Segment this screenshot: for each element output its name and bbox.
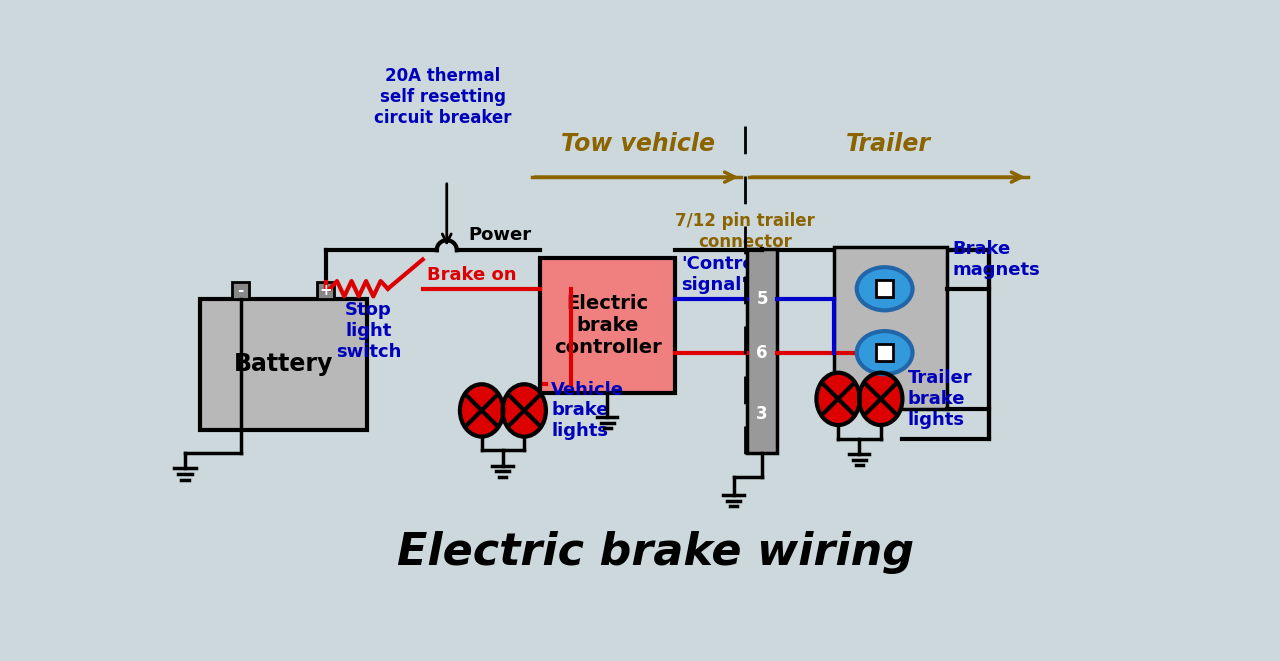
Text: Electric
brake
controller: Electric brake controller — [554, 294, 662, 357]
FancyBboxPatch shape — [317, 282, 334, 299]
Text: Tow vehicle: Tow vehicle — [561, 132, 716, 156]
FancyBboxPatch shape — [200, 299, 367, 430]
FancyBboxPatch shape — [748, 249, 777, 453]
Text: Trailer
brake
lights: Trailer brake lights — [908, 369, 973, 429]
Ellipse shape — [460, 384, 503, 437]
Text: Battery: Battery — [234, 352, 333, 376]
Text: 5: 5 — [756, 290, 768, 308]
Text: 20A thermal
self resetting
circuit breaker: 20A thermal self resetting circuit break… — [374, 67, 512, 127]
Ellipse shape — [817, 373, 860, 425]
Ellipse shape — [859, 373, 902, 425]
FancyBboxPatch shape — [232, 282, 250, 299]
Text: Vehicle
brake
lights: Vehicle brake lights — [552, 381, 625, 440]
FancyBboxPatch shape — [876, 344, 893, 361]
Text: -: - — [237, 283, 243, 298]
Text: 7/12 pin trailer
connector: 7/12 pin trailer connector — [675, 212, 815, 251]
Text: +: + — [320, 283, 333, 298]
Text: Stop
light
switch: Stop light switch — [335, 301, 401, 361]
Ellipse shape — [856, 331, 913, 374]
Ellipse shape — [856, 267, 913, 310]
Text: 6: 6 — [756, 344, 768, 362]
FancyBboxPatch shape — [835, 247, 947, 409]
Text: Brake on: Brake on — [426, 266, 516, 284]
Text: 3: 3 — [756, 405, 768, 423]
Text: Trailer: Trailer — [846, 132, 931, 156]
Ellipse shape — [503, 384, 547, 437]
FancyBboxPatch shape — [540, 258, 676, 393]
Text: Brake
magnets: Brake magnets — [952, 240, 1041, 279]
Text: Electric brake wiring: Electric brake wiring — [397, 531, 915, 574]
Text: 'Control
signal': 'Control signal' — [681, 255, 762, 294]
Text: Power: Power — [468, 226, 532, 244]
FancyBboxPatch shape — [876, 280, 893, 297]
